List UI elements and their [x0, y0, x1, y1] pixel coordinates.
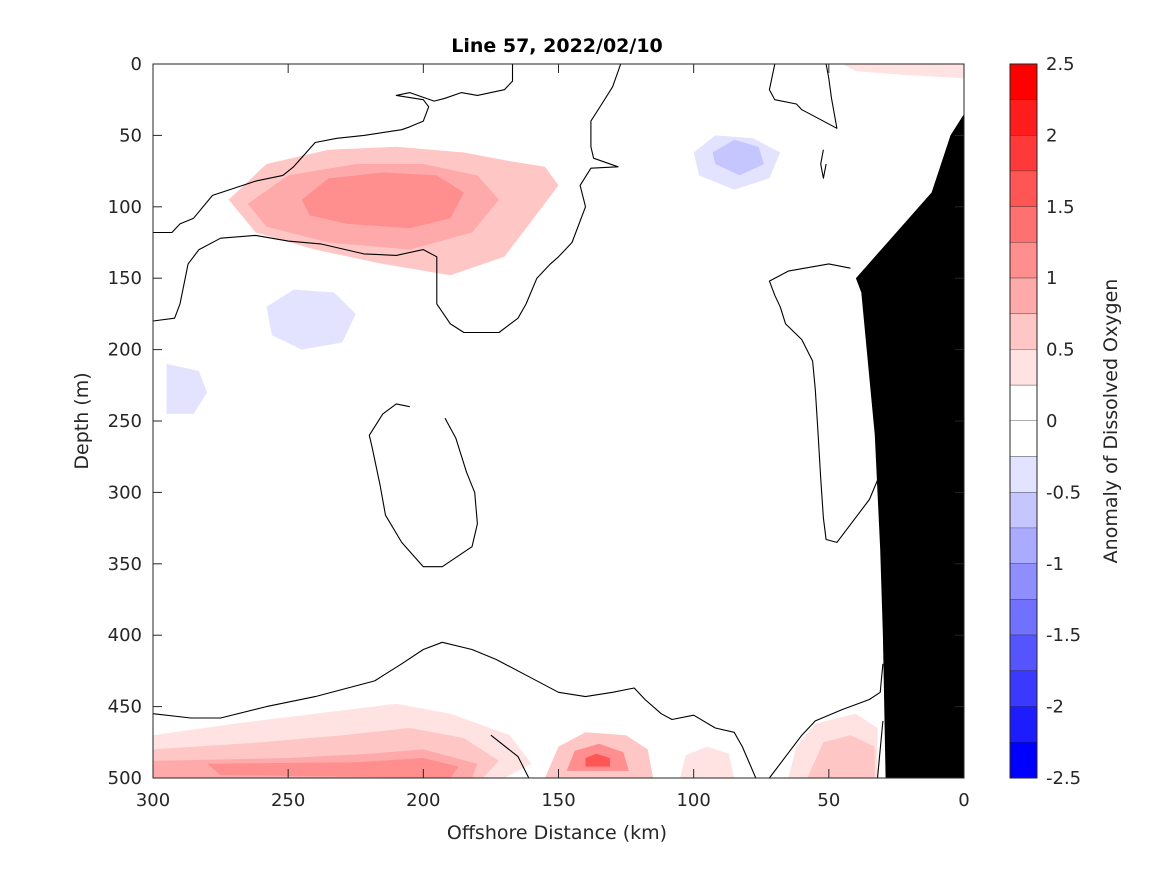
- y-axis: 0 50 100 150 200 250 300 350 400 450 500: [108, 54, 964, 789]
- anomaly-region-16: [842, 64, 964, 79]
- colorbar-swatch-5: [1010, 242, 1037, 279]
- colorbar-swatch-3: [1010, 171, 1037, 207]
- x-tick-label: 100: [676, 790, 710, 811]
- colorbar-tick-label: 2: [1046, 125, 1057, 146]
- colorbar-swatch-2: [1010, 135, 1037, 172]
- y-tick-label: 350: [108, 554, 142, 575]
- colorbar-tick-label: -0.5: [1046, 482, 1081, 503]
- anomaly-region-9: [266, 289, 356, 350]
- x-axis: 300 250 200 150 100 50 0: [136, 64, 970, 811]
- anomaly-region-5: [712, 139, 764, 176]
- colorbar-swatch-12: [1010, 492, 1037, 529]
- anomaly-region-20: [207, 758, 459, 778]
- y-tick-label: 200: [108, 340, 142, 361]
- colorbar-swatch-10: [1010, 421, 1037, 457]
- x-axis-label: Offshore Distance (km): [447, 822, 667, 844]
- y-tick-label: 50: [119, 125, 142, 146]
- anomaly-region-2: [301, 172, 464, 229]
- zero-contour-7: [490, 734, 530, 778]
- x-tick-label: 150: [541, 790, 575, 811]
- zero-contour-0: [153, 64, 514, 234]
- zero-contour-layer: [153, 64, 897, 778]
- colorbar-swatch-1: [1010, 99, 1037, 136]
- colorbar-swatch-9: [1010, 385, 1037, 421]
- x-tick-label: 0: [958, 790, 969, 811]
- colorbar-tick-label: 0: [1046, 411, 1057, 432]
- x-tick-label: 250: [271, 790, 305, 811]
- colorbar-swatch-15: [1010, 599, 1037, 636]
- colorbar-tick-label: 1.5: [1046, 197, 1075, 218]
- colorbar-tick-label: 0.5: [1046, 340, 1075, 361]
- anomaly-fill-layer: [153, 64, 964, 778]
- colorbar-frame: [1009, 63, 1038, 779]
- anomaly-region-15: [680, 585, 727, 610]
- anomaly-region-13: [161, 175, 186, 222]
- y-tick-label: 500: [108, 768, 142, 789]
- x-tick-label: 50: [817, 790, 840, 811]
- y-tick-label: 450: [108, 697, 142, 718]
- x-tick-label: 300: [136, 790, 170, 811]
- colorbar-tick-label: -1.5: [1046, 625, 1081, 646]
- zero-contour-4: [768, 263, 897, 543]
- colorbar-label: Anomaly of Dissolved Oxygen: [1100, 279, 1122, 564]
- zero-contour-8: [768, 663, 884, 778]
- colorbar-swatch-13: [1010, 528, 1037, 564]
- colorbar-swatch-4: [1010, 206, 1037, 243]
- anomaly-region-12: [153, 463, 267, 693]
- colorbar-swatch-11: [1010, 456, 1037, 493]
- colorbar-swatch-16: [1010, 635, 1037, 671]
- y-tick-label: 0: [131, 54, 142, 75]
- zero-contour-1: [153, 64, 622, 334]
- colorbar-swatch-14: [1010, 563, 1037, 600]
- anomaly-region-6: [612, 185, 735, 429]
- y-tick-label: 150: [108, 268, 142, 289]
- y-tick-label: 300: [108, 482, 142, 503]
- colorbar-tick-label: -1: [1046, 554, 1064, 575]
- y-axis-label: Depth (m): [71, 372, 93, 469]
- anomaly-region-7: [545, 263, 627, 421]
- colorbar-tick-label: -2: [1046, 697, 1064, 718]
- zero-contour-3: [820, 149, 827, 179]
- colorbar-swatch-17: [1010, 670, 1037, 707]
- zero-contour-6: [153, 641, 757, 778]
- colorbar-tick-label: 2.5: [1046, 54, 1075, 75]
- colorbar-swatch-6: [1010, 278, 1037, 314]
- land-mask: [855, 114, 964, 778]
- y-tick-label: 400: [108, 625, 142, 646]
- zero-contour-2: [768, 64, 838, 129]
- x-tick-label: 200: [406, 790, 440, 811]
- y-tick-label: 250: [108, 411, 142, 432]
- anomaly-region-23: [585, 753, 610, 767]
- colorbar-tick-label: -2.5: [1046, 768, 1081, 789]
- colorbar: 2.5 2 1.5 1 0.5 0 -0.5 -1 -1.5 -2 -2.5: [1009, 54, 1081, 789]
- chart-title: Line 57, 2022/02/10: [451, 35, 663, 57]
- colorbar-swatch-19: [1010, 742, 1037, 778]
- anomaly-region-14: [839, 89, 964, 200]
- land-mask-layer: [855, 114, 964, 778]
- zero-contour-9: [876, 720, 884, 778]
- zero-contour-5: [368, 403, 478, 568]
- anomaly-region-26: [807, 735, 875, 778]
- anomaly-region-11: [166, 363, 208, 414]
- colorbar-swatch-7: [1010, 313, 1037, 350]
- colorbar-tick-label: 1: [1046, 268, 1057, 289]
- colorbar-swatch-18: [1010, 706, 1037, 743]
- colorbar-swatch-8: [1010, 349, 1037, 386]
- colorbar-swatch-0: [1010, 64, 1037, 100]
- y-tick-label: 100: [108, 197, 142, 218]
